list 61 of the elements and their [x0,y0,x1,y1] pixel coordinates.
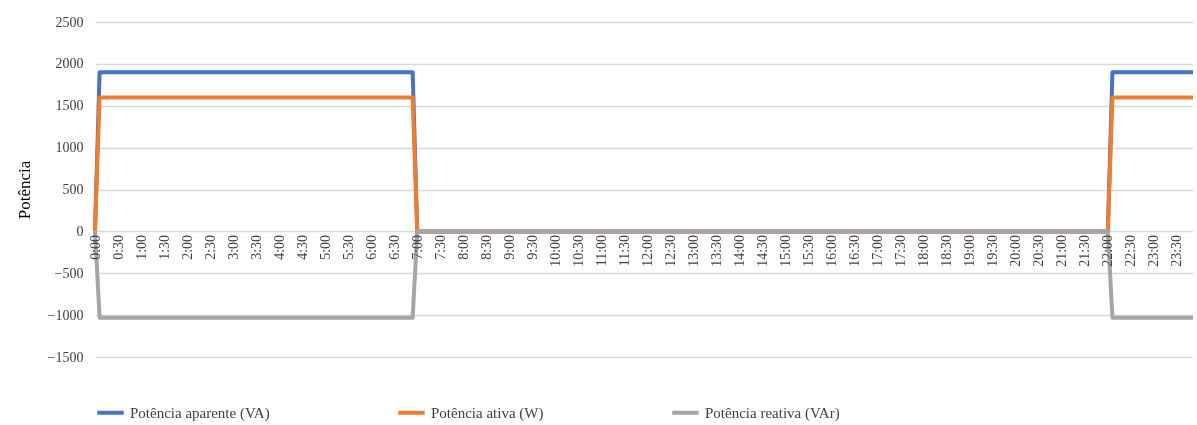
x-tick-label: 0:30 [110,234,126,260]
x-tick-label: 7:30 [432,234,448,260]
x-tick-label: 16:30 [847,234,863,267]
x-tick-label: 13:30 [709,234,725,267]
x-tick-label: 22:30 [1123,234,1139,267]
x-tick-label: 17:30 [893,234,909,267]
x-tick-label: 10:00 [547,234,563,267]
y-axis-title: Potência [14,160,34,220]
y-tick-label: 2500 [55,14,84,30]
x-tick-label: 8:30 [478,234,494,260]
x-tick-label: 0:00 [87,234,103,260]
x-tick-label: 1:00 [133,234,149,260]
x-tick-label: 19:30 [985,234,1001,267]
x-tick-label: 21:00 [1054,234,1070,267]
x-tick-label: 2:30 [202,234,218,260]
x-tick-label: 12:00 [639,234,655,267]
x-tick-label: 10:30 [570,234,586,267]
y-tick-label: −500 [54,265,84,281]
x-tick-label: 6:30 [386,234,402,260]
x-tick-label: 16:00 [824,234,840,267]
x-tick-label: 21:30 [1077,234,1093,267]
legend-label: Potência ativa (W) [431,404,544,422]
y-tick-label: 0 [76,223,84,239]
y-tick-label: 2000 [55,56,84,72]
x-tick-label: 22:00 [1100,234,1116,267]
x-tick-label: 5:30 [340,234,356,260]
x-tick-label: 8:00 [455,234,471,260]
x-tick-label: 9:30 [524,234,540,260]
x-tick-label: 3:30 [248,234,264,260]
legend-label: Potência aparente (VA) [130,404,270,422]
x-tick-label: 13:00 [685,234,701,267]
x-tick-label: 5:00 [317,234,333,260]
x-tick-label: 1:30 [156,234,172,260]
x-tick-label: 17:00 [870,234,886,267]
x-tick-label: 18:00 [916,234,932,267]
legend-label: Potência reativa (VAr) [705,404,840,422]
x-tick-label: 14:30 [755,234,771,267]
x-tick-label: 20:00 [1008,234,1024,267]
x-tick-label: 11:30 [616,234,632,267]
x-tick-label: 9:00 [501,234,517,260]
x-tick-label: 20:30 [1031,234,1047,267]
x-tick-label: 23:00 [1146,234,1162,267]
y-tick-label: 500 [62,182,84,197]
x-tick-label: 4:30 [294,234,310,260]
x-tick-label: 15:30 [801,234,817,267]
x-tick-label: 12:30 [662,234,678,267]
y-tick-label: −1000 [47,307,84,323]
x-tick-label: 2:00 [179,234,195,260]
x-tick-label: 14:00 [732,234,748,267]
y-tick-label: −1500 [47,349,84,365]
x-tick-label: 4:00 [271,234,287,260]
y-tick-label: 1500 [55,98,84,114]
x-tick-label: 7:00 [409,234,425,260]
x-tick-label: 15:00 [778,234,794,267]
x-tick-label: 3:00 [225,234,241,260]
x-tick-label: 19:00 [962,234,978,267]
x-tick-label: 6:00 [363,234,379,260]
y-tick-label: 1000 [55,140,84,156]
x-tick-label: 11:00 [593,234,609,267]
x-tick-label: 23:30 [1169,234,1185,267]
x-tick-label: 18:30 [939,234,955,267]
